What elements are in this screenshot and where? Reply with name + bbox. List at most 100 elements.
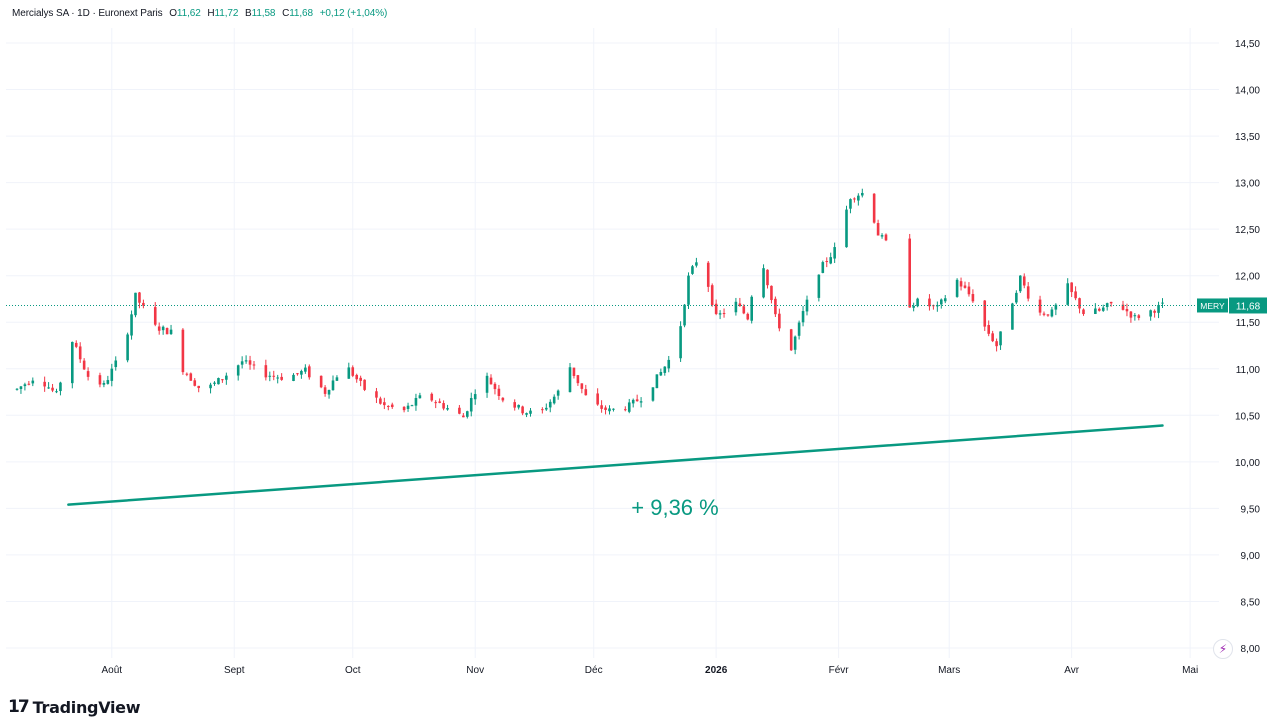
candle-body	[221, 379, 224, 381]
candle-body	[635, 399, 639, 402]
candle-body	[995, 341, 998, 347]
candle-body	[236, 365, 240, 376]
candle-body	[252, 364, 256, 366]
candle-body	[130, 314, 133, 336]
candle-body	[304, 367, 307, 372]
candle-body	[248, 360, 252, 365]
candle-body	[114, 360, 118, 368]
candle-body	[181, 329, 185, 373]
x-tick-label: Août	[102, 665, 123, 676]
lightning-icon[interactable]: ⚡	[1213, 639, 1233, 659]
candle-body	[430, 393, 434, 401]
candle-body	[880, 235, 884, 237]
candle-body	[106, 380, 110, 384]
symbol-line[interactable]: Mercialys SA · 1D · Euronext Paris	[12, 8, 163, 19]
candle-body	[1133, 315, 1137, 317]
candle-body	[639, 401, 643, 403]
close-label: C	[282, 8, 290, 19]
candle-body	[659, 372, 663, 376]
candle-body	[955, 279, 959, 297]
candle-body	[485, 375, 489, 393]
candle-body	[493, 383, 497, 390]
trendline[interactable]	[67, 424, 1164, 506]
y-tick-label: 12,50	[1235, 225, 1260, 236]
candle-body	[1019, 275, 1022, 292]
candle-body	[596, 393, 599, 405]
x-axis[interactable]: uillAoûtSeptOctNovDéc2026FévrMarsAvrMaiJ…	[0, 665, 1280, 676]
y-axis[interactable]: 14,50 14,00 13,50 13,00 12,50 12,00 11,50 11,00…	[1235, 39, 1260, 655]
candle-body	[624, 409, 627, 411]
candle-body	[849, 199, 852, 209]
trendline-annotation: + 9,36 %	[631, 495, 718, 520]
candle-body	[59, 382, 62, 392]
y-tick-label: 13,50	[1235, 132, 1260, 143]
candle-body	[351, 367, 355, 376]
candle-body	[264, 365, 268, 378]
candle-body	[363, 379, 366, 390]
y-tick-label: 14,50	[1235, 39, 1260, 50]
candle-body	[687, 275, 690, 305]
candle-body	[667, 359, 671, 369]
candle-body	[967, 286, 971, 295]
candle-body	[375, 391, 378, 398]
candle-body	[47, 387, 50, 389]
candle-body	[580, 383, 584, 389]
x-tick-label: 2026	[705, 665, 728, 676]
candle-body	[1074, 291, 1077, 299]
candle-body	[308, 366, 311, 378]
candle-body	[821, 262, 825, 273]
candle-body	[102, 383, 106, 385]
candle-body	[742, 306, 746, 314]
candle-body	[916, 298, 919, 307]
candle-body	[529, 410, 532, 414]
candle-body	[1050, 309, 1054, 317]
price-tag: 11,68	[1236, 301, 1261, 312]
change-value: +0,12 (+1,04%)	[319, 8, 388, 19]
candle-body	[55, 391, 58, 393]
y-tick-label: 11,50	[1236, 318, 1261, 329]
candle-body	[300, 370, 303, 375]
candle-body	[161, 326, 165, 331]
candle-body	[98, 375, 102, 385]
open-value: 11,62	[176, 8, 201, 19]
x-tick-label: Mars	[938, 665, 960, 676]
candle-body	[1121, 304, 1125, 310]
candle-body	[335, 377, 339, 381]
candle-body	[1066, 283, 1069, 305]
candle-body	[943, 298, 947, 302]
candle-body	[706, 262, 710, 287]
candle-body	[225, 375, 228, 380]
candle-body	[750, 296, 753, 321]
candle-body	[418, 395, 422, 399]
candle-body	[134, 292, 137, 316]
tradingview-logo[interactable]: 17 TradingView	[8, 696, 141, 718]
candle-body	[1011, 303, 1014, 330]
candle-body	[651, 387, 655, 401]
y-tick-label: 13,00	[1235, 179, 1260, 190]
candle-body	[1094, 308, 1097, 314]
candle-body	[959, 281, 963, 287]
candle-body	[714, 303, 718, 314]
trendline-group[interactable]	[67, 424, 1164, 506]
high-label: H	[207, 8, 215, 19]
candle-body	[568, 367, 572, 393]
candle-body	[268, 375, 272, 377]
candle-body	[23, 384, 27, 387]
candle-body	[193, 380, 197, 386]
y-tick-label: 10,00	[1235, 458, 1260, 469]
candle-body	[876, 223, 880, 236]
candle-body	[323, 387, 327, 394]
candle-body	[434, 402, 437, 404]
candle-body	[734, 301, 738, 313]
candle-body	[1129, 311, 1133, 318]
candle-body	[884, 234, 888, 241]
candle-body	[197, 385, 200, 389]
candle-body	[74, 342, 78, 347]
candle-body	[138, 292, 141, 303]
candle-body	[797, 322, 801, 336]
candle-body	[762, 268, 765, 298]
candle-body	[845, 209, 848, 248]
candle-body	[110, 368, 114, 381]
candle-body	[857, 195, 860, 201]
